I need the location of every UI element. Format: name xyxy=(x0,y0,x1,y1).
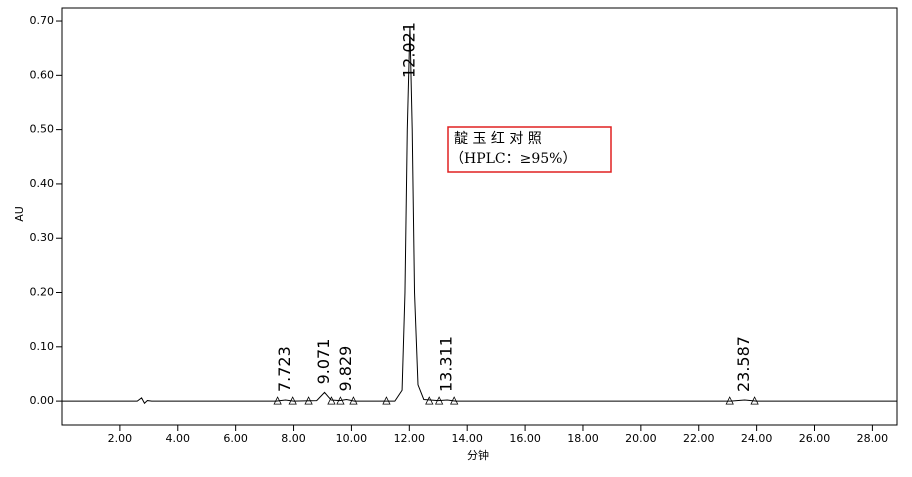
x-tick-label: 22.00 xyxy=(683,432,715,445)
y-tick-label: 0.70 xyxy=(30,14,55,27)
x-tick-label: 24.00 xyxy=(741,432,773,445)
integration-mark xyxy=(434,396,444,405)
x-axis-label: 分钟 xyxy=(467,448,489,462)
peak-label: 9.071 xyxy=(314,339,333,385)
y-tick-label: 0.20 xyxy=(30,286,55,299)
peak-label: 23.587 xyxy=(734,336,753,392)
trace xyxy=(62,26,897,405)
x-tick-label: 20.00 xyxy=(625,432,657,445)
integration-mark xyxy=(273,396,282,405)
annotation-line: （HPLC：≥95%） xyxy=(450,151,577,167)
x-tick-label: 28.00 xyxy=(857,432,889,445)
integration-mark xyxy=(750,396,759,405)
integration-mark xyxy=(336,396,345,405)
y-tick-label: 0.00 xyxy=(30,394,55,407)
integration-mark xyxy=(288,396,297,405)
x-tick-label: 4.00 xyxy=(166,432,191,445)
integration-mark xyxy=(349,396,358,405)
y-tick-label: 0.10 xyxy=(30,340,55,353)
x-tick-label: 16.00 xyxy=(509,432,541,445)
x-tick-label: 6.00 xyxy=(223,432,248,445)
x-tick-label: 10.00 xyxy=(336,432,368,445)
y-tick-label: 0.30 xyxy=(30,231,55,244)
y-axis-label: AU xyxy=(13,206,26,222)
x-tick-label: 14.00 xyxy=(451,432,483,445)
x-tick-label: 18.00 xyxy=(567,432,599,445)
peak-label: 13.311 xyxy=(437,336,456,392)
annotation-box xyxy=(447,126,612,173)
integration-mark xyxy=(304,396,313,405)
integration-mark xyxy=(425,396,434,405)
peak-label: 9.829 xyxy=(336,346,355,392)
integration-mark xyxy=(725,396,734,405)
integration-mark xyxy=(450,396,459,405)
y-tick-label: 0.60 xyxy=(30,68,55,81)
y-tick-label: 0.50 xyxy=(30,123,55,136)
integration-mark xyxy=(327,396,336,405)
annotation-line: 靛 玉 红 对 照 xyxy=(454,131,542,147)
x-tick-label: 12.00 xyxy=(394,432,426,445)
peak-label: 12.021 xyxy=(399,22,418,78)
y-tick-label: 0.40 xyxy=(30,177,55,190)
x-tick-label: 26.00 xyxy=(799,432,831,445)
peak-label: 7.723 xyxy=(275,346,294,392)
plot-frame xyxy=(61,7,898,426)
x-tick-label: 8.00 xyxy=(281,432,306,445)
integration-mark xyxy=(382,396,391,405)
x-tick-label: 2.00 xyxy=(108,432,133,445)
